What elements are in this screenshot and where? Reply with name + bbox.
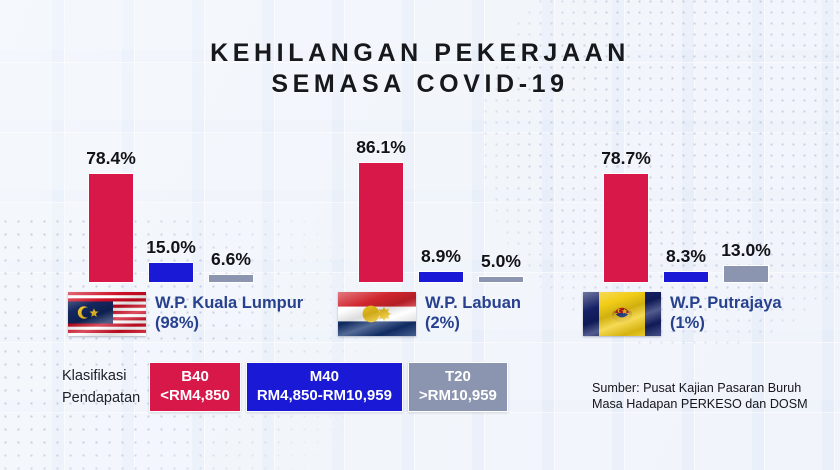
region-text-1: W.P. Labuan (2%) xyxy=(425,292,521,333)
legend-item-m40[interactable]: M40 RM4,850-RM10,959 xyxy=(245,362,403,412)
legend-tier-b40: B40 xyxy=(181,368,209,385)
legend-tier-t20: T20 xyxy=(444,368,471,385)
legend-range-t20: >RM10,959 xyxy=(418,387,497,404)
bar-group-1-bars: 86.1% 8.9% 5.0% xyxy=(330,0,580,283)
bar-m40[interactable] xyxy=(663,271,709,283)
bar-b40[interactable] xyxy=(603,172,649,283)
region-name: W.P. Kuala Lumpur xyxy=(155,294,304,312)
region-text-0: W.P. Kuala Lumpur (98%) xyxy=(155,292,303,333)
source-line-2: Masa Hadapan PERKESO dan DOSM xyxy=(592,396,808,411)
region-name: W.P. Putrajaya xyxy=(670,294,782,312)
bar-value-label: 78.4% xyxy=(86,148,136,169)
region-share: (98%) xyxy=(155,314,200,332)
legend-item-t20[interactable]: T20 >RM10,959 xyxy=(407,362,508,412)
bar-value-label: 78.7% xyxy=(601,147,651,168)
bar-group-0-bars: 78.4% 15.0% 6.6% xyxy=(60,0,310,283)
region-text-2: W.P. Putrajaya (1%) xyxy=(670,292,782,333)
legend-tier-m40: M40 xyxy=(309,368,339,385)
bar-slot-t20: 13.0% xyxy=(721,143,771,283)
legend-caption-line-1: Klasifikasi xyxy=(62,368,127,384)
source-line-1: Sumber: Pusat Kajian Pasaran Buruh xyxy=(592,381,802,395)
region-row-2: W.P. Putrajaya (1%) xyxy=(583,292,782,336)
bar-slot-m40: 15.0% xyxy=(146,143,196,283)
bar-m40[interactable] xyxy=(418,270,464,283)
legend-range-b40: <RM4,850 xyxy=(160,387,230,404)
bar-value-label: 8.9% xyxy=(421,245,461,266)
legend-range-m40: RM4,850-RM10,959 xyxy=(256,387,392,404)
bar-value-label: 8.3% xyxy=(666,246,706,267)
bar-t20[interactable] xyxy=(208,273,254,283)
bar-t20[interactable] xyxy=(478,276,524,283)
bar-slot-t20: 5.0% xyxy=(478,143,524,283)
source-note: Sumber: Pusat Kajian Pasaran Buruh Masa … xyxy=(592,381,808,412)
bar-group-2-bars: 78.7% 8.3% 13.0% xyxy=(575,0,825,283)
region-share: (2%) xyxy=(425,314,460,332)
bar-slot-t20: 6.6% xyxy=(208,143,254,283)
region-share: (1%) xyxy=(670,314,705,332)
bar-value-label: 5.0% xyxy=(481,251,521,271)
legend-caption-line-2: Pendapatan xyxy=(62,390,141,406)
region-row-1: W.P. Labuan (2%) xyxy=(338,292,521,336)
flag-putrajaya-icon xyxy=(583,292,661,336)
bar-slot-b40: 86.1% xyxy=(356,137,406,283)
bar-value-label: 13.0% xyxy=(721,239,771,260)
legend-caption: Klasifikasi Pendapatan xyxy=(62,365,144,409)
bar-t20[interactable] xyxy=(723,264,769,283)
bar-value-label: 86.1% xyxy=(356,137,406,158)
bar-slot-b40: 78.7% xyxy=(601,143,651,283)
bar-value-label: 6.6% xyxy=(211,248,251,269)
bar-slot-m40: 8.9% xyxy=(418,143,464,283)
region-row-0: W.P. Kuala Lumpur (98%) xyxy=(68,292,303,336)
flag-kuala-lumpur-icon xyxy=(68,292,146,336)
bar-b40[interactable] xyxy=(88,173,134,283)
region-name: W.P. Labuan xyxy=(425,294,521,312)
bar-slot-b40: 78.4% xyxy=(86,143,136,283)
bar-slot-m40: 8.3% xyxy=(663,143,709,283)
flag-labuan-icon xyxy=(338,292,416,336)
legend: Klasifikasi Pendapatan B40 <RM4,850 M40 … xyxy=(62,362,508,412)
bar-value-label: 15.0% xyxy=(146,237,196,257)
legend-item-b40[interactable]: B40 <RM4,850 xyxy=(149,362,241,412)
bar-m40[interactable] xyxy=(148,262,194,283)
bar-b40[interactable] xyxy=(358,162,404,283)
